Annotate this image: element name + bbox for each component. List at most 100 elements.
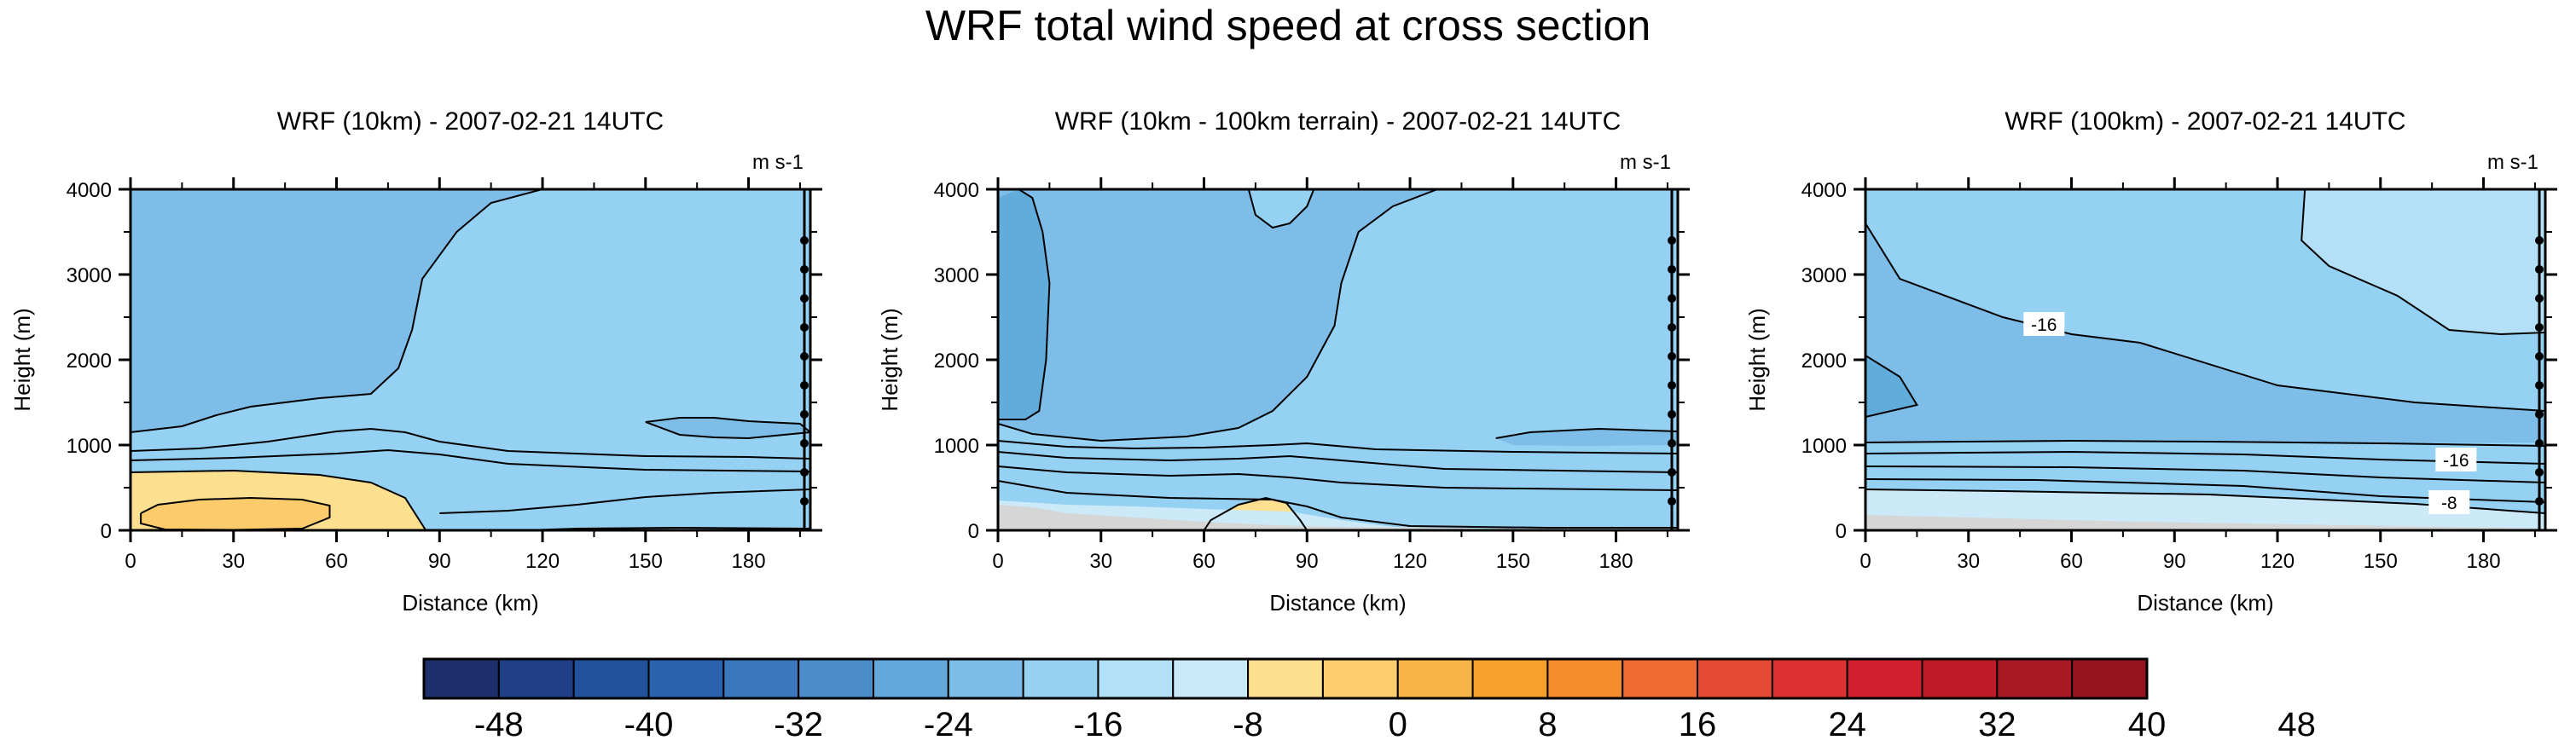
boundary-dot	[1668, 497, 1676, 506]
x-tick-label: 30	[222, 550, 245, 573]
y-tick-label: 1000	[1801, 435, 1847, 458]
colorbar-box	[947, 658, 1024, 699]
contour-line	[998, 480, 1678, 529]
contour-label-bg	[2023, 312, 2065, 336]
contour-line	[131, 469, 427, 530]
panel-title: WRF (100km) - 2007-02-21 14UTC	[2005, 107, 2405, 136]
y-tick-label: 2000	[934, 350, 979, 373]
contour-fill-region	[998, 189, 1050, 419]
boundary-dot	[2535, 323, 2544, 332]
units-label: m s-1	[752, 151, 804, 174]
contour-line	[998, 189, 1051, 420]
colorbar-label: -32	[774, 706, 823, 743]
colorbar-label: -24	[924, 706, 973, 743]
contour-label: -16	[2023, 312, 2065, 336]
boundary-dot	[800, 352, 809, 361]
colorbar-box	[872, 658, 949, 699]
y-tick-label: 4000	[934, 179, 979, 202]
contour-label-text: -8	[2441, 494, 2457, 513]
boundary-dot	[2535, 294, 2544, 303]
x-axis-label: Distance (km)	[2137, 590, 2273, 616]
y-tick-label: 4000	[67, 179, 112, 202]
plot-area	[998, 189, 1678, 530]
x-tick-label: 30	[1089, 550, 1112, 573]
boundary-dot	[800, 381, 809, 390]
y-tick-label: 3000	[67, 264, 112, 287]
boundary-dot	[800, 294, 809, 303]
x-tick-label: 0	[125, 550, 136, 573]
colorbar-box	[1546, 658, 1624, 699]
x-tick-label: 60	[1192, 550, 1215, 573]
terrain-fill	[998, 505, 1678, 530]
y-tick-label: 2000	[1801, 350, 1847, 373]
y-tick-label: 1000	[67, 435, 112, 458]
boundary-dot	[1668, 265, 1676, 274]
boundary-dot	[800, 323, 809, 332]
boundary-dot	[1668, 381, 1676, 390]
colorbar-label: -16	[1074, 706, 1123, 743]
units-label: m s-1	[1620, 151, 1671, 174]
panel-3: -16 -16 -8 0 30 60 90 120 150 180 0 1000 2000 3000 400…	[1744, 107, 2557, 616]
boundary-dot	[800, 410, 809, 419]
boundary-dot	[1668, 236, 1676, 245]
x-axis-label: Distance (km)	[1269, 590, 1406, 616]
boundary-dot	[1668, 439, 1676, 448]
boundary-dot	[1668, 323, 1676, 332]
x-tick-label: 150	[2364, 550, 2398, 573]
y-tick-label: 0	[968, 520, 979, 543]
contour-label-text: -16	[2443, 451, 2469, 471]
x-tick-label: 90	[428, 550, 451, 573]
x-tick-label: 120	[525, 550, 560, 573]
figure-title: WRF total wind speed at cross section	[925, 2, 1651, 49]
y-tick-label: 1000	[934, 435, 979, 458]
boundary-dot	[2535, 439, 2544, 448]
panel-2: 0 30 60 90 120 150 180 0 1000 2000 3000 4000 WRF (10…	[877, 107, 1690, 616]
contour-line	[131, 448, 810, 472]
colorbar-box	[647, 658, 725, 699]
contour-line	[1247, 189, 1315, 229]
contour-line	[998, 189, 1438, 442]
panels: 0 30 60 90 120 150 180 0 1000 2000 3000 4000 WRF (10…	[9, 107, 2557, 616]
y-axis-label: Height (m)	[1744, 308, 1770, 411]
contour-line	[1495, 427, 1678, 439]
boundary-dot	[2535, 468, 2544, 477]
contour-line	[140, 496, 331, 530]
x-tick-label: 150	[629, 550, 663, 573]
colorbar-label: -8	[1233, 706, 1263, 743]
contour-fill-region	[141, 498, 330, 530]
contour-fill-region	[2301, 189, 2545, 334]
boundary-dot	[800, 468, 809, 477]
boundary-dot	[2535, 497, 2544, 506]
colorbar-box	[1097, 658, 1175, 699]
colorbar-label: 0	[1389, 706, 1407, 743]
y-tick-label: 3000	[1801, 264, 1847, 287]
contour-line	[1865, 355, 1918, 418]
x-tick-label: 60	[325, 550, 348, 573]
boundary-dot	[800, 497, 809, 506]
boundary-dot	[1668, 410, 1676, 419]
x-tick-label: 30	[1957, 550, 1980, 573]
boundary-dot	[2535, 410, 2544, 419]
contour-line	[1203, 496, 1308, 530]
x-tick-label: 120	[2260, 550, 2295, 573]
y-tick-label: 2000	[67, 350, 112, 373]
contour-fill-region	[1865, 356, 1917, 417]
boundary-dot	[2535, 236, 2544, 245]
contour-label-text: -16	[2031, 315, 2057, 335]
contour-line	[1865, 439, 2545, 447]
boundary-dot	[800, 265, 809, 274]
x-tick-label: 180	[732, 550, 766, 573]
colorbar-box	[2071, 658, 2148, 699]
boundary-dot	[2535, 381, 2544, 390]
boundary-dot	[1668, 352, 1676, 361]
x-tick-label: 90	[2163, 550, 2186, 573]
contour-line	[131, 189, 543, 433]
plot-area: -16 -16 -8	[1865, 189, 2545, 530]
colorbar-frame	[422, 657, 2149, 700]
y-axis-label: Height (m)	[877, 308, 902, 411]
boundary-dot	[1668, 468, 1676, 477]
boundary-dot	[2535, 352, 2544, 361]
contour-fill-region	[998, 189, 1438, 441]
y-tick-label: 0	[101, 520, 112, 543]
